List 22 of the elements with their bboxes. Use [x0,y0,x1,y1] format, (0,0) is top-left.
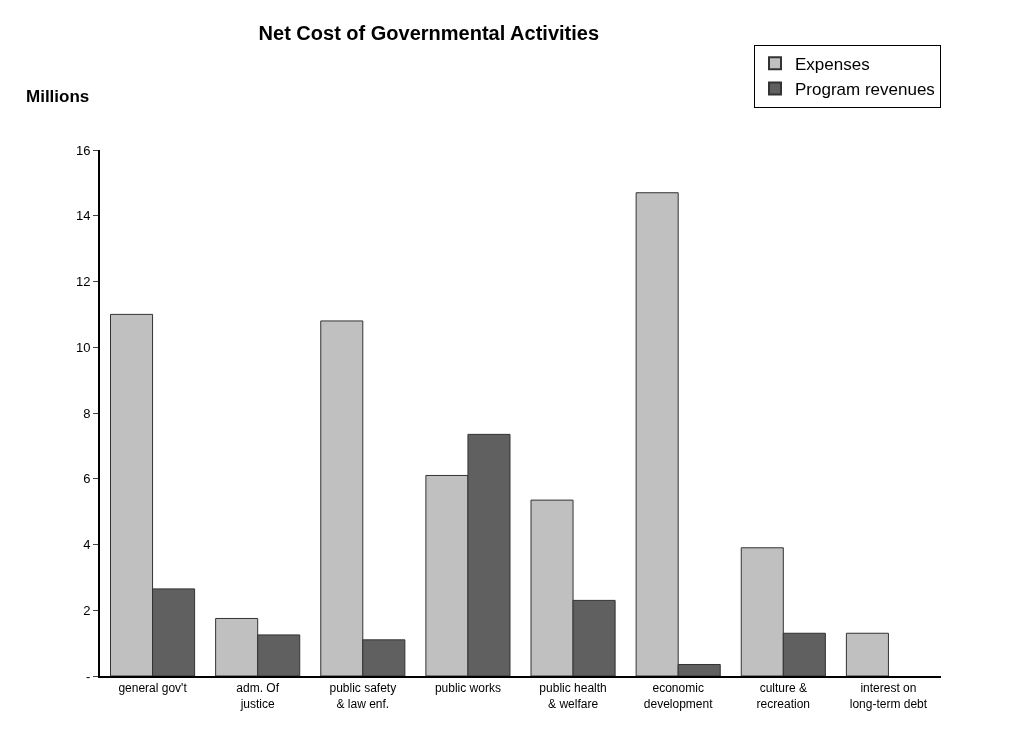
y-tick-label: 2 [83,602,91,618]
y-tick-label: 12 [75,274,91,290]
x-tick-label: public health & welfare [539,681,607,711]
y-tick-label: 10 [75,339,91,355]
legend-label: Expenses [795,54,870,74]
chart-title: Net Cost of Governmental Activities [258,22,600,45]
x-tick-label: interest on long-term debt [849,681,928,711]
bar [845,632,889,676]
y-tick-label: - [86,668,91,684]
y-tick-label: 6 [83,471,91,487]
legend-label: Program revenues [795,80,935,100]
x-tick-label: adm. Of justice [236,681,280,711]
y-tick-label: 8 [83,405,91,421]
x-tick-label: public safety & law enf. [329,681,397,711]
x-tick-label: general gov't [118,681,188,696]
y-axis-title: Millions [26,87,90,106]
y-tick-label: 4 [83,537,91,553]
x-tick-label: economic development [643,681,714,711]
y-tick-label: 14 [75,208,91,224]
y-tick-label: 16 [75,142,91,158]
x-tick-label: public works [434,681,501,696]
x-tick-label: culture & recreation [756,681,810,711]
